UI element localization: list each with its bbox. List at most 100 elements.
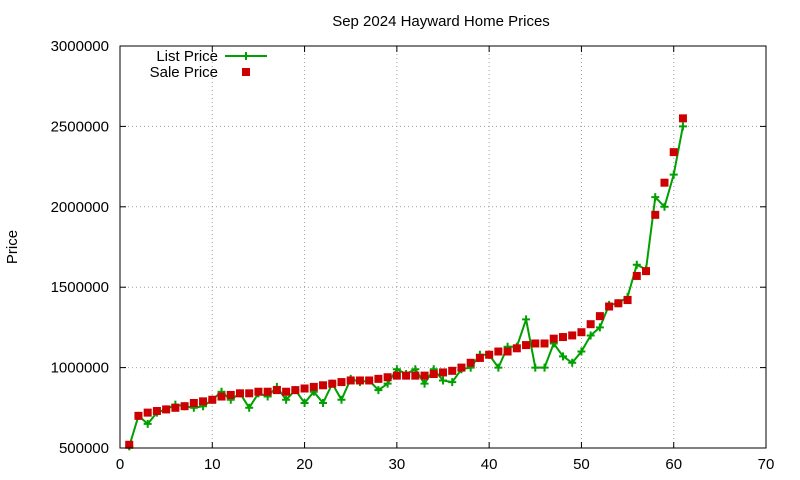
list-price-point (439, 376, 447, 385)
sale-price-point (309, 382, 318, 391)
list-price-point (522, 315, 531, 324)
x-tick-label: 10 (204, 456, 221, 473)
sale-price-point (300, 384, 309, 393)
sale-price-point (152, 407, 161, 416)
series-sale-price (125, 114, 687, 449)
sale-price-point (429, 370, 438, 379)
list-price-point (143, 419, 152, 428)
sale-price-point (245, 389, 254, 398)
sale-price-point (549, 334, 558, 343)
list-price-point (494, 363, 503, 372)
sale-price-point (272, 386, 281, 395)
sale-price-point (226, 390, 235, 399)
sale-price-point (503, 347, 512, 356)
axis-ticks: 0 10 20 30 40 50 60 70 500000 1000000 1500000 20000… (51, 38, 775, 473)
list-price-point (660, 202, 669, 211)
x-tick-label: 20 (296, 456, 313, 473)
legend-label-sale-price: Sale Price (150, 64, 218, 81)
sale-price-point (134, 411, 143, 420)
series-group (125, 114, 687, 451)
sale-price-point (475, 353, 484, 362)
sale-price-point (319, 381, 328, 390)
sale-price-point (595, 312, 604, 321)
list-price-point (586, 331, 595, 340)
list-price-point (558, 352, 567, 361)
plot-frame (119, 45, 767, 449)
list-price-point (669, 170, 678, 179)
sale-price-point (374, 374, 383, 383)
sale-price-point (282, 387, 291, 396)
list-price-point (531, 363, 540, 372)
sale-price-point (254, 387, 263, 396)
sale-price-point (383, 373, 392, 382)
list-price-point (245, 403, 254, 412)
sale-price-point (669, 148, 678, 157)
sale-price-point (448, 366, 457, 375)
sale-price-point (235, 389, 244, 398)
list-price-point (282, 395, 291, 404)
sale-price-point (355, 376, 364, 385)
chart-title: Sep 2024 Hayward Home Prices (332, 13, 550, 30)
x-tick-label: 60 (665, 456, 682, 473)
sale-price-point (660, 178, 669, 187)
y-tick-label: 1000000 (51, 360, 109, 377)
sale-price-point (180, 402, 189, 411)
sale-price-point (494, 347, 503, 356)
sale-price-point (199, 397, 208, 406)
sale-price-point (291, 386, 300, 395)
list-price-point (632, 260, 641, 269)
sale-price-point (642, 267, 651, 276)
sale-price-point (457, 363, 466, 372)
sale-price-point (208, 395, 217, 404)
list-price-point (568, 358, 577, 367)
sale-price-point (540, 339, 549, 348)
x-tick-label: 30 (389, 456, 406, 473)
sale-price-point (586, 320, 595, 329)
sale-price-point (605, 302, 614, 311)
list-price-point (540, 363, 549, 372)
y-axis-label: Price (4, 230, 21, 264)
sale-price-point (392, 371, 401, 380)
list-price-point (420, 379, 429, 388)
x-tick-label: 0 (116, 456, 124, 473)
sale-price-point (512, 344, 521, 353)
sale-price-point (125, 440, 134, 449)
list-price-point (595, 323, 604, 332)
sale-price-point (346, 376, 355, 385)
y-tick-label: 2500000 (51, 118, 109, 135)
sale-price-point (531, 339, 540, 348)
list-price-point (651, 193, 660, 202)
x-tick-label: 40 (481, 456, 498, 473)
y-tick-label: 500000 (59, 440, 109, 457)
sale-price-point (411, 371, 420, 380)
sale-price-point (162, 405, 171, 414)
sale-price-point (171, 403, 180, 412)
list-price-point (319, 398, 328, 407)
grid (120, 46, 766, 448)
legend-marker-sale-price (242, 68, 250, 76)
sale-price-point (651, 210, 660, 219)
sale-price-point (337, 378, 346, 387)
sale-price-point (439, 368, 447, 377)
list-price-point (448, 378, 457, 387)
list-price-point (577, 347, 586, 356)
sale-price-point (558, 333, 567, 342)
sale-price-point (577, 328, 586, 337)
sale-price-point (678, 114, 687, 123)
legend-label-list-price: List Price (156, 48, 218, 65)
x-tick-label: 50 (573, 456, 590, 473)
list-price-point (678, 122, 687, 131)
list-price-point (337, 395, 346, 404)
sale-price-point (568, 331, 577, 340)
sale-price-point (466, 358, 475, 367)
sale-price-point (485, 350, 494, 359)
sale-price-point (632, 271, 641, 280)
sale-price-point (328, 379, 337, 388)
sale-price-point (189, 398, 198, 407)
x-tick-label: 70 (758, 456, 775, 473)
list-price-point (374, 386, 383, 395)
sale-price-point (402, 371, 411, 380)
sale-price-point (522, 341, 531, 350)
